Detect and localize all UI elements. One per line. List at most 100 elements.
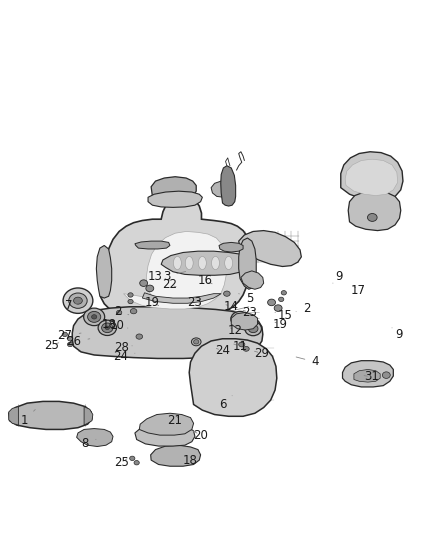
Text: 25: 25 bbox=[44, 339, 59, 352]
Text: 17: 17 bbox=[351, 284, 366, 297]
Polygon shape bbox=[221, 166, 236, 206]
Ellipse shape bbox=[134, 461, 139, 465]
Text: 23: 23 bbox=[187, 296, 202, 309]
Ellipse shape bbox=[92, 314, 97, 319]
Ellipse shape bbox=[136, 334, 142, 339]
Ellipse shape bbox=[67, 336, 73, 341]
Ellipse shape bbox=[225, 256, 233, 270]
Polygon shape bbox=[348, 191, 401, 231]
Polygon shape bbox=[135, 424, 195, 446]
Text: 27: 27 bbox=[57, 329, 81, 342]
Ellipse shape bbox=[128, 300, 133, 304]
Ellipse shape bbox=[130, 456, 135, 461]
Polygon shape bbox=[96, 246, 112, 298]
Ellipse shape bbox=[239, 342, 245, 347]
Polygon shape bbox=[211, 181, 233, 197]
Polygon shape bbox=[151, 445, 201, 466]
Polygon shape bbox=[343, 361, 393, 387]
Text: 2: 2 bbox=[296, 302, 311, 314]
Text: 4: 4 bbox=[296, 356, 319, 368]
Ellipse shape bbox=[224, 291, 230, 296]
Polygon shape bbox=[239, 231, 301, 266]
Text: 31: 31 bbox=[364, 370, 379, 383]
Ellipse shape bbox=[63, 288, 93, 313]
Ellipse shape bbox=[131, 309, 137, 314]
Ellipse shape bbox=[191, 338, 201, 346]
Ellipse shape bbox=[268, 299, 276, 306]
Ellipse shape bbox=[281, 290, 286, 295]
Ellipse shape bbox=[367, 214, 377, 221]
Text: 15: 15 bbox=[275, 309, 293, 322]
Text: 11: 11 bbox=[233, 340, 247, 353]
Polygon shape bbox=[77, 429, 113, 447]
Polygon shape bbox=[142, 293, 221, 303]
Ellipse shape bbox=[102, 323, 113, 333]
Text: 16: 16 bbox=[198, 274, 212, 287]
Ellipse shape bbox=[382, 372, 390, 378]
Ellipse shape bbox=[62, 332, 67, 336]
Polygon shape bbox=[219, 243, 243, 252]
Ellipse shape bbox=[212, 256, 219, 270]
Ellipse shape bbox=[248, 325, 258, 333]
Polygon shape bbox=[151, 177, 196, 203]
Ellipse shape bbox=[234, 314, 246, 324]
Ellipse shape bbox=[67, 342, 73, 346]
Text: 18: 18 bbox=[183, 454, 198, 466]
Polygon shape bbox=[341, 152, 403, 201]
Text: 12: 12 bbox=[228, 324, 243, 336]
Text: 28: 28 bbox=[114, 341, 132, 354]
Polygon shape bbox=[241, 271, 264, 289]
Polygon shape bbox=[161, 251, 251, 275]
Ellipse shape bbox=[117, 310, 122, 314]
Polygon shape bbox=[135, 241, 170, 249]
Polygon shape bbox=[231, 312, 258, 330]
Polygon shape bbox=[239, 238, 256, 289]
Text: 22: 22 bbox=[162, 278, 177, 292]
Text: 19: 19 bbox=[145, 296, 160, 309]
Ellipse shape bbox=[84, 308, 105, 326]
Polygon shape bbox=[345, 159, 398, 196]
Ellipse shape bbox=[173, 256, 181, 270]
Polygon shape bbox=[9, 407, 18, 425]
Ellipse shape bbox=[243, 346, 249, 351]
Polygon shape bbox=[354, 369, 380, 382]
Text: 9: 9 bbox=[333, 270, 343, 283]
Text: 1: 1 bbox=[20, 409, 35, 427]
Ellipse shape bbox=[105, 326, 110, 329]
Ellipse shape bbox=[128, 293, 133, 297]
Ellipse shape bbox=[231, 311, 249, 327]
Ellipse shape bbox=[88, 311, 101, 322]
Ellipse shape bbox=[69, 293, 87, 308]
Text: 6: 6 bbox=[219, 395, 232, 411]
Polygon shape bbox=[9, 401, 92, 430]
Polygon shape bbox=[84, 407, 93, 425]
Polygon shape bbox=[148, 191, 202, 207]
Ellipse shape bbox=[74, 297, 82, 304]
Ellipse shape bbox=[279, 297, 284, 302]
Ellipse shape bbox=[198, 256, 206, 270]
Polygon shape bbox=[189, 339, 277, 416]
Polygon shape bbox=[124, 231, 227, 309]
Text: 24: 24 bbox=[113, 350, 135, 363]
Text: 5: 5 bbox=[239, 292, 253, 304]
Ellipse shape bbox=[146, 285, 154, 292]
Text: 19: 19 bbox=[273, 318, 288, 331]
Text: 2: 2 bbox=[113, 305, 129, 318]
Text: 10: 10 bbox=[110, 319, 128, 332]
Text: 24: 24 bbox=[215, 344, 230, 357]
Ellipse shape bbox=[98, 320, 117, 335]
Text: 13: 13 bbox=[148, 270, 170, 282]
Ellipse shape bbox=[140, 280, 148, 286]
Text: 7: 7 bbox=[65, 300, 78, 312]
Text: 26: 26 bbox=[66, 335, 90, 349]
Polygon shape bbox=[72, 307, 263, 359]
Text: 25: 25 bbox=[114, 456, 129, 469]
Text: 18: 18 bbox=[101, 318, 116, 331]
Text: 20: 20 bbox=[193, 429, 208, 442]
Text: 9: 9 bbox=[392, 328, 403, 341]
Text: 23: 23 bbox=[242, 306, 257, 319]
Polygon shape bbox=[139, 413, 194, 435]
Text: 8: 8 bbox=[82, 438, 96, 450]
Ellipse shape bbox=[245, 322, 261, 336]
Text: 14: 14 bbox=[224, 300, 239, 313]
